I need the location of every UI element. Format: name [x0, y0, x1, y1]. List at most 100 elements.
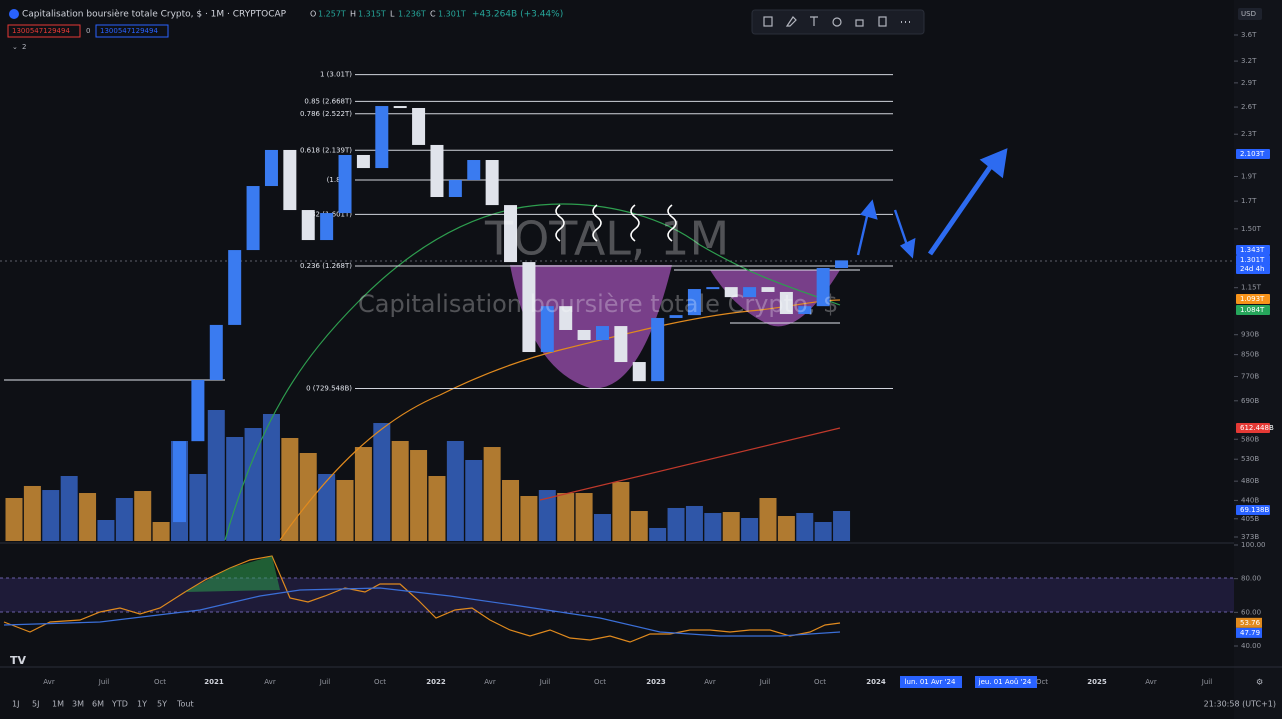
ohlc-value: 1.257T	[318, 10, 346, 19]
range-button[interactable]: YTD	[111, 700, 128, 709]
time-label: Oct	[594, 678, 606, 686]
volume-bar	[391, 440, 409, 541]
rsi-tag	[1236, 617, 1262, 628]
fib-label: 0.85 (2.668T)	[304, 97, 352, 105]
time-label: Avr	[264, 678, 276, 686]
candle-body	[706, 287, 720, 290]
sell-button[interactable]	[7, 24, 81, 38]
candle-body	[669, 315, 683, 318]
clock: 21:30:58 (UTC+1)	[1204, 700, 1276, 709]
volume-bar	[502, 479, 520, 541]
bottom-toolbar: 1J 5J 1M 3M 6M YTD 1Y 5Y Tout 21:30:58 (UTC+1)	[12, 700, 1276, 709]
candle-body	[577, 329, 591, 341]
drawing-toolbar	[751, 9, 925, 35]
sell-price[interactable]: 1300547129494	[12, 27, 70, 35]
spread: 0	[86, 27, 90, 35]
volume-bar	[538, 490, 556, 541]
volume-bar	[134, 491, 152, 541]
rsi-tag	[1236, 627, 1262, 638]
range-button[interactable]: 5Y	[157, 700, 167, 709]
candle-body	[301, 210, 315, 241]
symbol-icon	[9, 9, 19, 19]
time-marker	[900, 676, 962, 688]
price-tag	[1236, 423, 1270, 433]
time-label: Avr	[704, 678, 716, 686]
volume-bar	[373, 423, 391, 541]
volume-bar	[79, 493, 97, 541]
volume-bar	[704, 513, 722, 541]
price-tag	[1236, 149, 1270, 159]
currency-button[interactable]	[1238, 8, 1262, 20]
price-tick-label: 580B	[1241, 435, 1259, 443]
handle-shape	[710, 270, 840, 327]
volume-bar	[685, 505, 703, 541]
rsi-tick-label: 80.00	[1241, 575, 1261, 583]
price-tick-label: 1.15T	[1241, 284, 1262, 292]
price-tag	[1236, 294, 1270, 304]
candle-body	[228, 250, 242, 325]
settings-icon[interactable]: ⚙	[1256, 678, 1263, 687]
volume-bar	[60, 475, 78, 541]
ohlc-legend: O 1.257T H 1.315T L 1.236T C 1.301T	[310, 10, 466, 19]
rsi-tick-label: 40.00	[1241, 642, 1261, 650]
indicator-toggle[interactable]: ⌄	[12, 43, 18, 51]
price-tag	[1236, 264, 1270, 274]
candle-body	[687, 289, 701, 316]
price-tick-label: 530B	[1241, 455, 1259, 463]
price-tick-label: 373B	[1241, 533, 1259, 541]
price-tick-label: 690B	[1241, 397, 1259, 405]
price-tag-label: 1.093T	[1240, 295, 1265, 303]
candle-body	[448, 180, 462, 198]
fib-label: 0.786 (2.522T)	[300, 110, 352, 118]
time-label: Oct	[1036, 678, 1048, 686]
range-button[interactable]: Tout	[176, 700, 194, 709]
rsi-signal-line	[3, 587, 841, 637]
symbol-title[interactable]: Capitalisation boursière totale Crypto, …	[22, 9, 287, 20]
volume-bar	[336, 479, 354, 541]
candle-body	[540, 306, 554, 353]
volume-bar	[814, 521, 832, 541]
toolbar-icons[interactable]	[763, 16, 910, 27]
range-button[interactable]: 5J	[32, 700, 39, 709]
buy-button[interactable]	[95, 24, 169, 38]
price-tag-label: 2.103T	[1240, 150, 1265, 158]
volume-bar	[152, 521, 170, 541]
volume-bar	[630, 511, 648, 541]
price-tick-label: 930B	[1241, 331, 1259, 339]
range-button[interactable]: 6M	[92, 700, 104, 709]
candle-body	[632, 362, 646, 382]
candle-body	[485, 160, 499, 206]
price-tick-label: 3.2T	[1241, 57, 1257, 65]
fib-label: 0.236 (1.268T)	[300, 262, 352, 270]
ohlc-value: 1.315T	[358, 10, 386, 19]
range-button[interactable]: 1J	[12, 700, 19, 709]
price-tag	[1236, 305, 1270, 315]
price-tick-label: 2.6T	[1241, 103, 1257, 111]
candle-body	[559, 306, 573, 330]
range-button[interactable]: 1Y	[137, 700, 147, 709]
candle-body	[356, 154, 370, 169]
candle-body	[835, 260, 849, 268]
rsi-overbought-fill	[185, 556, 280, 592]
candle-body	[209, 324, 223, 380]
time-label: 2024	[866, 678, 886, 686]
volume-layer	[5, 410, 851, 541]
range-button[interactable]: 3M	[72, 700, 84, 709]
rsi-tick-label: 100.00	[1241, 541, 1266, 549]
fib-label: 1 (3.01T)	[320, 71, 352, 79]
currency[interactable]: USD	[1241, 10, 1256, 18]
indicator-count[interactable]: 2	[22, 43, 26, 51]
price-tick-label: 1.7T	[1241, 197, 1257, 205]
fib-label: 0 (729.548B)	[306, 384, 352, 392]
range-button[interactable]: 1M	[52, 700, 64, 709]
buy-price[interactable]: 1300547129494	[100, 27, 158, 35]
volume-bar	[741, 518, 759, 541]
ohlc-value: 1.236T	[398, 10, 426, 19]
candle-body	[173, 441, 187, 523]
candle-body	[504, 205, 518, 263]
time-label: Juil	[319, 678, 330, 686]
cup-shape	[510, 265, 672, 389]
candle-body	[375, 106, 389, 169]
price-tag-label: 69.138B	[1240, 506, 1269, 514]
